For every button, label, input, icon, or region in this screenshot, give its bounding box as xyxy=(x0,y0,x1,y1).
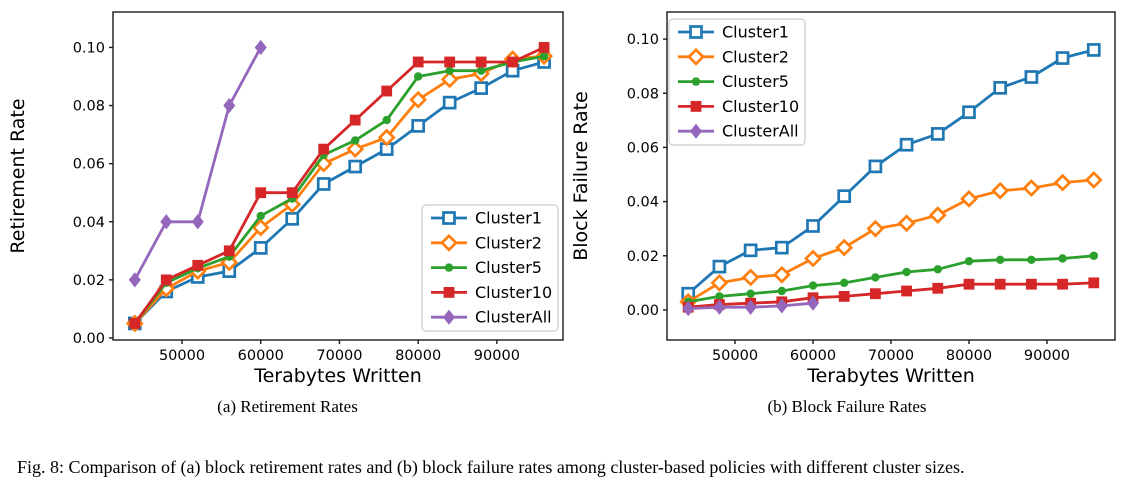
y-tick-label: 0.10 xyxy=(627,32,659,48)
y-axis-label: Block Failure Rate xyxy=(570,91,592,261)
y-tick-label: 0.00 xyxy=(73,331,105,347)
legend-item-ClusterAll: ClusterAll xyxy=(678,122,799,141)
legend-item-Cluster2: Cluster2 xyxy=(431,233,542,252)
plot-border xyxy=(112,11,564,341)
legend-label: Cluster2 xyxy=(475,233,542,252)
x-tick-label: 70000 xyxy=(316,348,362,364)
series-ClusterAll xyxy=(128,39,267,288)
legend-label: ClusterAll xyxy=(475,308,552,327)
y-tick-label: 0.06 xyxy=(627,140,659,156)
series-Cluster2 xyxy=(679,171,1103,311)
y-axis-label: Retirement Rate xyxy=(7,98,29,253)
legend-item-Cluster1: Cluster1 xyxy=(431,209,542,228)
legend-label: ClusterAll xyxy=(722,122,799,141)
legend-item-Cluster10: Cluster10 xyxy=(431,283,552,302)
block-failure-rate-chart: 50000 60000 70000 80000 90000 Terabytes Writt… xyxy=(570,11,1116,387)
x-axis: 50000 60000 70000 80000 90000 Terabytes Writt… xyxy=(712,340,1070,387)
legend-label: Cluster5 xyxy=(722,72,789,91)
legend-box xyxy=(421,204,559,332)
x-tick-label: 60000 xyxy=(238,348,284,364)
subcaption-block-failure-rates: (b) Block Failure Rates xyxy=(767,397,927,416)
y-tick-label: 0.04 xyxy=(627,195,659,211)
y-tick-label: 0.04 xyxy=(73,215,105,231)
legend-label: Cluster10 xyxy=(722,97,799,116)
legend-item-Cluster1: Cluster1 xyxy=(678,23,789,42)
y-tick-label: 0.08 xyxy=(627,86,659,102)
y-tick-label: 0.08 xyxy=(73,99,105,115)
legend-item-Cluster5: Cluster5 xyxy=(678,72,789,91)
x-tick-label: 90000 xyxy=(1024,348,1070,364)
x-tick-label: 70000 xyxy=(868,348,914,364)
y-tick-label: 0.10 xyxy=(73,40,105,56)
legend: Cluster1 Cluster2 Cluster5 Cluster10 Cluster… xyxy=(668,18,806,146)
y-tick-label: 0.02 xyxy=(627,249,659,265)
figure-caption: Fig. 8: Comparison of (a) block retireme… xyxy=(17,457,965,477)
x-axis-label: Terabytes Written xyxy=(806,365,975,387)
legend-item-Cluster10: Cluster10 xyxy=(678,97,799,116)
series-line xyxy=(686,254,1096,304)
y-tick-label: 0.00 xyxy=(627,303,659,319)
y-axis: 0.00 0.02 0.04 0.06 0.08 0.10 Block Failure Ra… xyxy=(570,32,667,319)
legend-label: Cluster10 xyxy=(475,283,552,302)
legend-label: Cluster2 xyxy=(722,47,789,66)
series-Cluster1 xyxy=(681,43,1101,301)
x-tick-label: 80000 xyxy=(395,348,441,364)
legend-label: Cluster1 xyxy=(722,23,789,42)
legend-item-Cluster2: Cluster2 xyxy=(678,47,789,66)
series-Cluster10 xyxy=(129,42,550,329)
legend-item-ClusterAll: ClusterAll xyxy=(431,308,552,327)
x-axis-label: Terabytes Written xyxy=(253,365,422,387)
x-tick-label: 80000 xyxy=(946,348,992,364)
legend-label: Cluster5 xyxy=(475,258,542,277)
x-tick-label: 50000 xyxy=(159,348,205,364)
y-tick-label: 0.06 xyxy=(73,157,105,173)
x-tick-label: 90000 xyxy=(474,348,520,364)
legend-box xyxy=(668,18,806,146)
legend-label: Cluster1 xyxy=(475,209,542,228)
series-line xyxy=(133,46,263,282)
retirement-rate-chart: 50000 60000 70000 80000 90000 Terabytes Writt… xyxy=(7,11,564,387)
x-axis: 50000 60000 70000 80000 90000 Terabytes Writt… xyxy=(159,340,520,387)
x-tick-label: 60000 xyxy=(790,348,836,364)
legend: Cluster1 Cluster2 Cluster5 Cluster10 Cluster… xyxy=(421,204,559,332)
legend-item-Cluster5: Cluster5 xyxy=(431,258,542,277)
series-ClusterAll xyxy=(682,295,820,317)
x-tick-label: 50000 xyxy=(712,348,758,364)
y-tick-label: 0.02 xyxy=(73,273,105,289)
series-Cluster5 xyxy=(684,251,1098,307)
subcaption-retirement-rates: (a) Retirement Rates xyxy=(217,397,358,416)
y-axis: 0.00 0.02 0.04 0.06 0.08 0.10 Retirement Rate xyxy=(7,40,113,347)
